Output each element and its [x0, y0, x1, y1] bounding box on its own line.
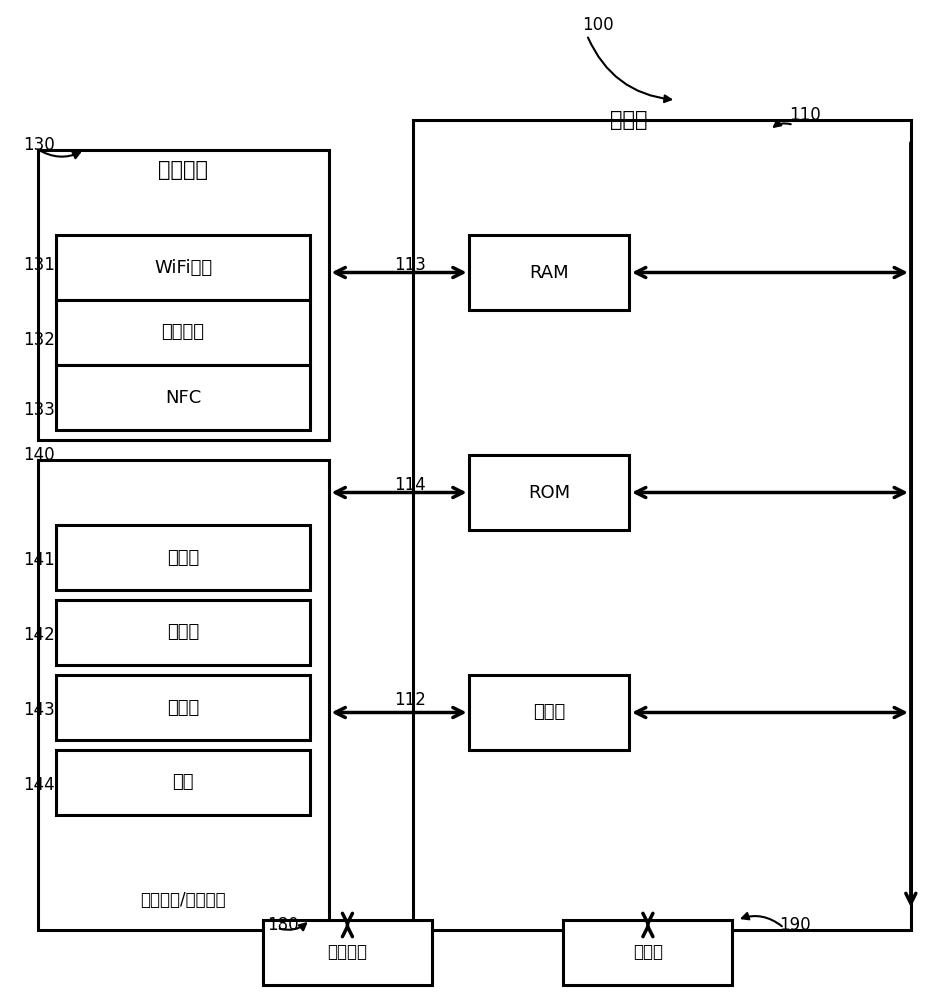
Text: 110: 110: [789, 106, 821, 124]
Text: 按閔: 按閔: [173, 774, 193, 792]
FancyBboxPatch shape: [563, 920, 732, 985]
FancyBboxPatch shape: [470, 675, 629, 750]
Text: 100: 100: [582, 16, 614, 34]
FancyBboxPatch shape: [56, 750, 310, 815]
Text: 存储器: 存储器: [633, 944, 663, 962]
FancyBboxPatch shape: [56, 365, 310, 430]
Text: 麦克风: 麦克风: [167, 548, 199, 566]
Text: 用户输入/输出接口: 用户输入/输出接口: [140, 891, 226, 909]
Text: 蓝牙模块: 蓝牙模块: [162, 324, 205, 342]
Text: 142: 142: [23, 626, 55, 644]
Text: 控制器: 控制器: [610, 110, 648, 130]
Text: 处理器: 处理器: [533, 704, 565, 722]
Text: 140: 140: [23, 446, 55, 464]
Text: 144: 144: [23, 776, 55, 794]
Text: 130: 130: [23, 136, 55, 154]
Text: 传感器: 传感器: [167, 698, 199, 716]
Text: 180: 180: [268, 916, 300, 934]
Text: RAM: RAM: [530, 264, 569, 282]
FancyBboxPatch shape: [56, 300, 310, 365]
Text: 143: 143: [23, 701, 55, 719]
Text: 114: 114: [394, 476, 426, 494]
FancyBboxPatch shape: [38, 460, 329, 930]
FancyBboxPatch shape: [263, 920, 432, 985]
Text: 112: 112: [394, 691, 426, 709]
Text: 190: 190: [779, 916, 811, 934]
FancyBboxPatch shape: [38, 150, 329, 440]
Text: 133: 133: [23, 401, 55, 419]
Text: 141: 141: [23, 551, 55, 569]
Text: 132: 132: [23, 331, 55, 349]
Text: NFC: NFC: [165, 389, 201, 407]
Text: 通信接口: 通信接口: [158, 160, 208, 180]
FancyBboxPatch shape: [56, 235, 310, 300]
Text: 触摸板: 触摸板: [167, 624, 199, 642]
FancyBboxPatch shape: [413, 120, 911, 930]
Text: WiFi芯片: WiFi芯片: [154, 259, 212, 277]
Text: 113: 113: [394, 256, 426, 274]
FancyBboxPatch shape: [470, 235, 629, 310]
Text: 供电电源: 供电电源: [328, 944, 367, 962]
Text: ROM: ROM: [529, 484, 570, 502]
FancyBboxPatch shape: [56, 525, 310, 590]
FancyBboxPatch shape: [470, 455, 629, 530]
FancyBboxPatch shape: [56, 675, 310, 740]
FancyBboxPatch shape: [56, 600, 310, 665]
Text: 131: 131: [23, 256, 55, 274]
